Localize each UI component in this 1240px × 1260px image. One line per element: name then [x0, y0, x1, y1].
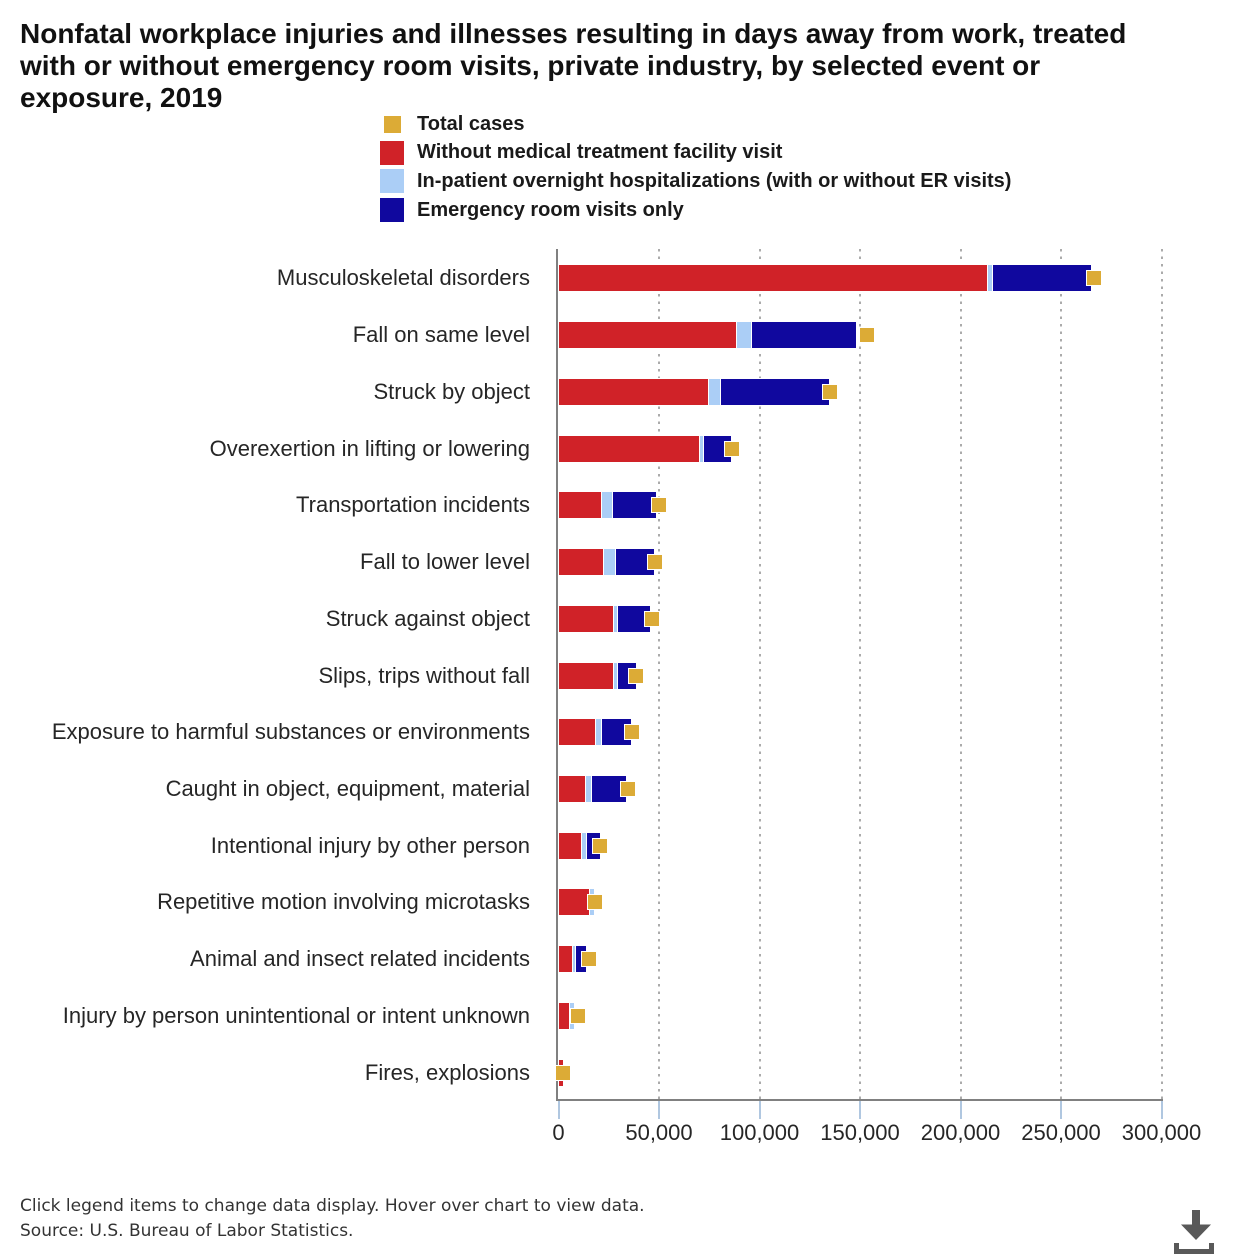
bar-segment-without_medical[interactable]	[557, 321, 738, 350]
total-cases-marker[interactable]	[586, 894, 603, 911]
x-axis-label: 200,000	[920, 1120, 1001, 1145]
legend-item-3[interactable]: In-patient overnight hospitalizations (w…	[380, 167, 1011, 195]
total-cases-marker[interactable]	[859, 327, 876, 344]
legend-marker-hospitalizations-icon	[380, 169, 404, 194]
total-cases-marker[interactable]	[650, 497, 667, 514]
x-axis-label: 250,000	[1021, 1120, 1101, 1145]
bar-segment-without_medical[interactable]	[557, 491, 603, 520]
x-axis-label: 0	[552, 1120, 565, 1145]
bar-segment-without_medical[interactable]	[557, 604, 615, 633]
total-cases-marker[interactable]	[624, 724, 641, 741]
category-label: Intentional injury by other person	[210, 832, 530, 858]
gridline	[1060, 249, 1062, 1099]
legend-label: Total cases	[417, 112, 525, 135]
footer-note: Click legend items to change data displa…	[20, 1196, 645, 1216]
total-cases-marker[interactable]	[1086, 270, 1103, 287]
total-cases-marker[interactable]	[580, 951, 597, 968]
axis-tick	[658, 1100, 660, 1119]
x-axis-label: 150,000	[820, 1120, 900, 1145]
x-axis-label: 50,000	[625, 1120, 693, 1145]
axis-tick	[1060, 1100, 1062, 1119]
bar-segment-without_medical[interactable]	[557, 774, 587, 803]
gridline	[758, 249, 761, 1099]
axis-tick	[859, 1100, 861, 1119]
footer-source: Source: U.S. Bureau of Labor Statistics.	[20, 1221, 354, 1241]
bar-segment-without_medical[interactable]	[557, 661, 616, 690]
bar-segment-er_only[interactable]	[612, 491, 658, 520]
bar-segment-without_medical[interactable]	[557, 831, 584, 860]
legend-item-1[interactable]: Total cases	[380, 110, 524, 138]
bar-segment-er_only[interactable]	[992, 264, 1093, 293]
bar-segment-without_medical[interactable]	[557, 434, 701, 463]
axis-tick	[557, 1100, 560, 1119]
category-label: Fall on same level	[352, 322, 530, 348]
category-label: Slips, trips without fall	[318, 662, 530, 688]
legend-item-4[interactable]: Emergency room visits only	[380, 196, 684, 224]
category-label: Struck against object	[325, 605, 530, 631]
bar-segment-without_medical[interactable]	[557, 888, 592, 917]
axis-tick	[959, 1100, 962, 1119]
category-label: Fall to lower level	[360, 549, 530, 575]
bar-segment-without_medical[interactable]	[557, 264, 990, 293]
axis-tick	[1160, 1100, 1163, 1119]
category-label: Musculoskeletal disorders	[276, 265, 530, 291]
legend-label: Emergency room visits only	[417, 198, 684, 221]
chart-title: Nonfatal workplace injuries and illnesse…	[20, 18, 1127, 113]
total-cases-marker[interactable]	[555, 1064, 572, 1081]
legend-label: In-patient overnight hospitalizations (w…	[417, 169, 1012, 192]
bar-segment-without_medical[interactable]	[557, 718, 598, 747]
axis-tick	[758, 1100, 761, 1119]
gridline	[658, 249, 660, 1099]
total-cases-marker[interactable]	[628, 667, 645, 684]
gridline	[959, 249, 962, 1099]
category-label: Injury by person unintentional or intent…	[62, 1002, 530, 1028]
category-label: Animal and insect related incidents	[190, 946, 530, 972]
category-label: Caught in object, equipment, material	[165, 775, 530, 801]
category-label: Transportation incidents	[296, 492, 530, 518]
category-label: Overexertion in lifting or lowering	[209, 435, 530, 461]
bar-segment-er_only[interactable]	[750, 321, 858, 350]
gridline	[1160, 249, 1163, 1099]
legend-marker-er_only-icon	[380, 198, 404, 223]
bar-segment-without_medical[interactable]	[557, 548, 605, 577]
bar-segment-without_medical[interactable]	[557, 377, 711, 406]
category-label: Repetitive motion involving microtasks	[157, 889, 530, 915]
total-cases-marker[interactable]	[592, 837, 609, 854]
total-cases-marker[interactable]	[821, 383, 838, 400]
total-cases-marker[interactable]	[619, 780, 636, 797]
total-cases-marker[interactable]	[570, 1007, 587, 1024]
legend-marker-without_medical-icon	[380, 140, 404, 165]
bar-segment-er_only[interactable]	[720, 377, 831, 406]
download-icon[interactable]	[1172, 1210, 1216, 1254]
total-cases-marker[interactable]	[647, 554, 664, 571]
category-label: Fires, explosions	[364, 1059, 530, 1085]
y-axis-line	[556, 249, 558, 1101]
category-label: Exposure to harmful substances or enviro…	[51, 719, 530, 745]
total-cases-marker[interactable]	[643, 610, 660, 627]
legend-item-2[interactable]: Without medical treatment facility visit	[380, 139, 782, 167]
legend-marker-total_cases-icon	[380, 112, 404, 136]
total-cases-marker[interactable]	[724, 440, 741, 457]
x-axis-label: 300,000	[1121, 1120, 1202, 1145]
x-axis-label: 100,000	[719, 1120, 800, 1145]
gridline	[859, 249, 861, 1099]
category-label: Struck by object	[373, 378, 530, 404]
legend-label: Without medical treatment facility visit	[417, 141, 783, 164]
x-axis-line	[556, 1099, 1163, 1101]
